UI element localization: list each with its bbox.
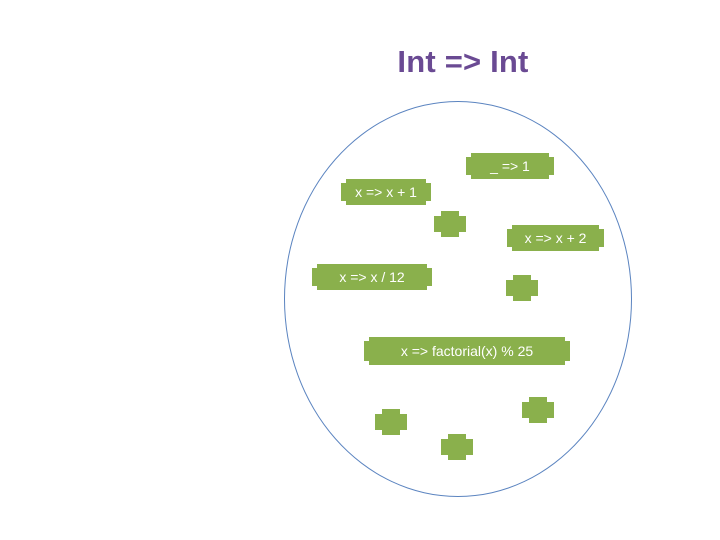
slide-title: Int => Int [397,44,529,79]
function-label: x => x + 2 [507,225,604,251]
function-label: x => factorial(x) % 25 [364,337,570,365]
function-set-ellipse [284,101,632,497]
function-label: _ => 1 [466,153,554,179]
function-label: x => x / 12 [312,264,432,290]
function-label: x => x + 1 [341,179,431,205]
